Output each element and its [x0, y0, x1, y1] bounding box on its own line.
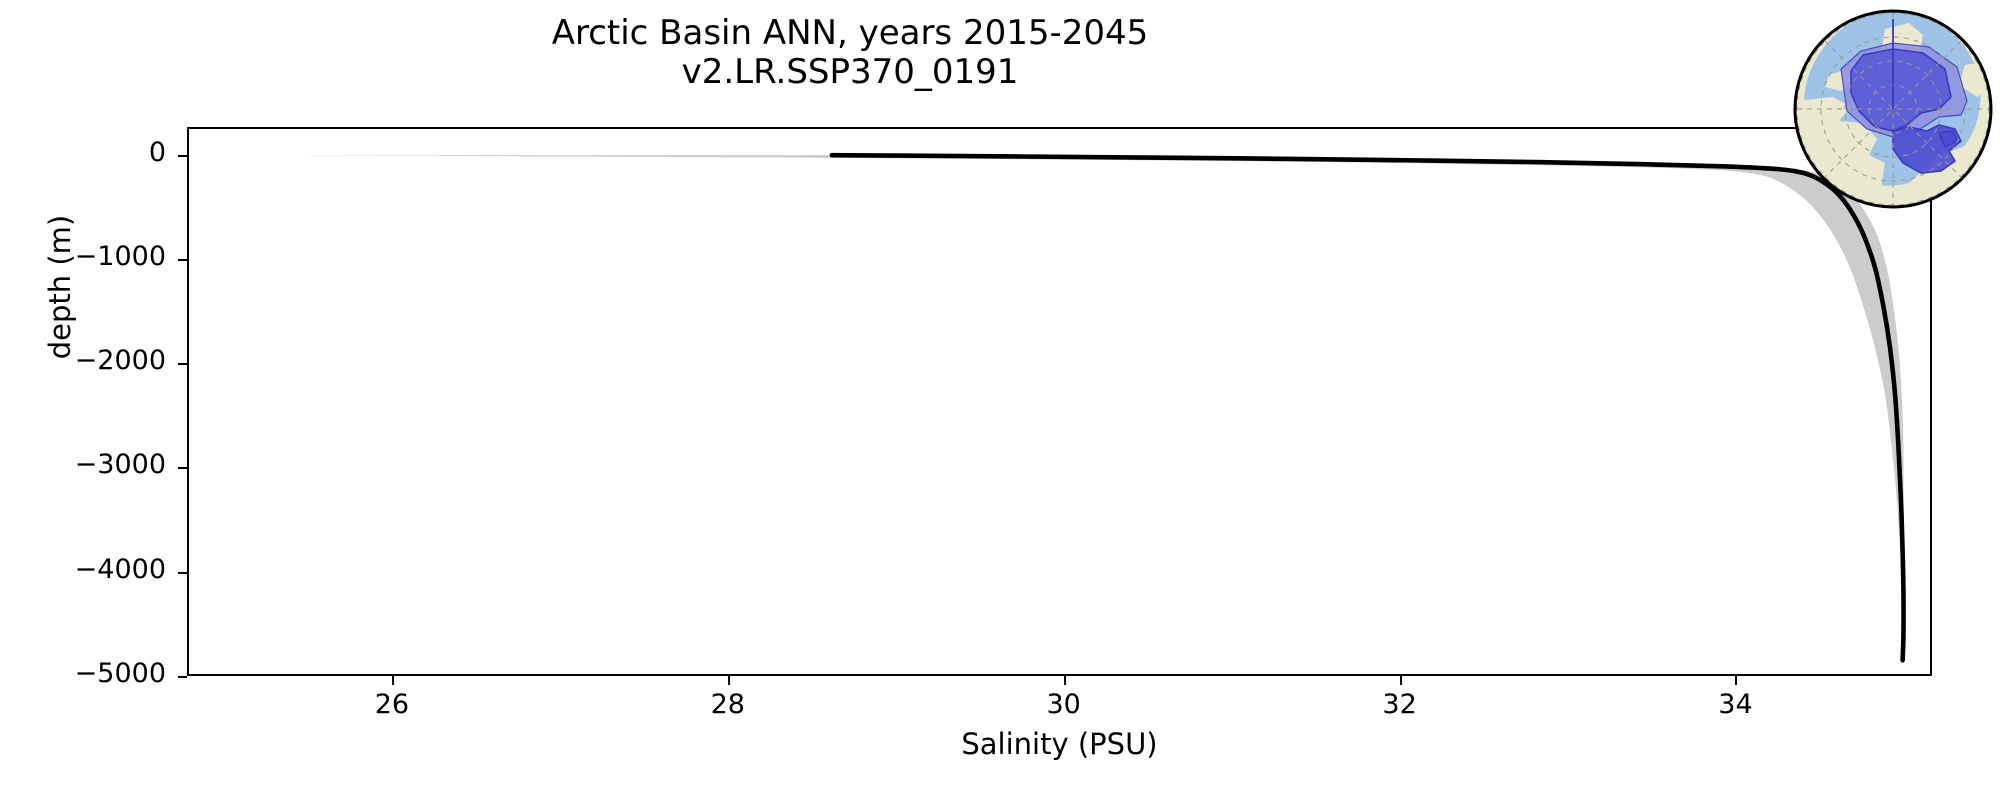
y-tick-label: −1000 [74, 240, 166, 272]
x-tick-label: 34 [1718, 689, 1753, 720]
region-highlight-main [1850, 48, 1952, 132]
salinity-profile-line [832, 155, 1904, 660]
title-line-1: Arctic Basin ANN, years 2015-2045 [551, 13, 1149, 53]
plot-canvas [257, 127, 1932, 676]
y-tick-mark [178, 467, 187, 470]
y-tick-label: 0 [148, 136, 166, 168]
y-tick-label: −5000 [74, 658, 166, 689]
x-tick-mark [1399, 676, 1402, 685]
y-tick-mark [178, 154, 187, 157]
title-line-2: v2.LR.SSP370_0191 [681, 52, 1019, 93]
map-globe-outline [1793, 9, 1993, 209]
x-tick-mark [1063, 676, 1066, 685]
arctic-basin-region-map [1789, 5, 1997, 213]
y-tick-mark [178, 258, 187, 261]
x-tick-mark [727, 676, 730, 685]
y-tick-label: −4000 [74, 553, 166, 585]
x-tick-label: 32 [1382, 689, 1417, 720]
uncertainty-band [257, 155, 1904, 661]
x-tick-mark [391, 676, 394, 685]
y-axis-label: depth (m) [43, 214, 77, 360]
x-tick-label: 30 [1046, 689, 1081, 720]
x-tick-label: 26 [374, 689, 410, 720]
y-tick-mark [178, 571, 187, 574]
x-tick-label: 28 [710, 689, 745, 720]
y-tick-mark [178, 676, 187, 678]
x-tick-mark [1735, 676, 1738, 685]
figure-title: Arctic Basin ANN, years 2015-2045 v2.LR.… [0, 13, 1700, 93]
x-axis-label: Salinity (PSU) [961, 727, 1158, 761]
plot-area-frame [187, 127, 1932, 676]
y-tick-label: −2000 [74, 345, 166, 377]
y-tick-mark [178, 363, 187, 366]
y-tick-label: −3000 [74, 449, 166, 481]
